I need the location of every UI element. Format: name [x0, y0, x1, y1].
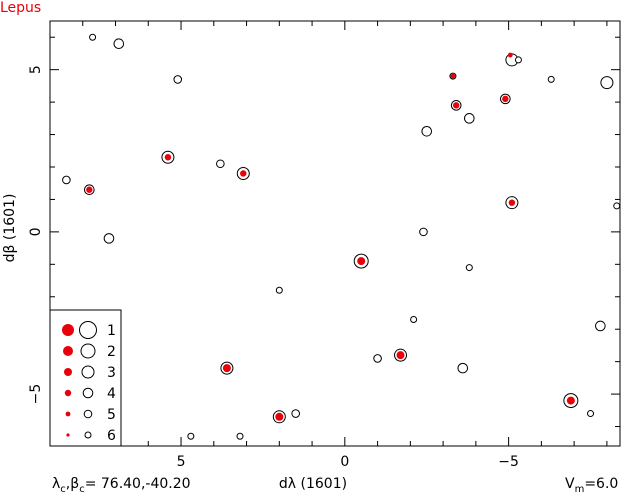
legend-outline-marker — [79, 321, 97, 339]
catalog-star-marker — [600, 76, 614, 90]
filled-star-marker — [502, 95, 509, 103]
center-coordinates-label: λc,βc= 76.40,-40.20 — [52, 476, 191, 495]
y-axis-label: dβ (1601) — [2, 194, 18, 263]
legend-outline-marker — [83, 409, 93, 419]
legend-label: 2 — [107, 344, 116, 360]
filled-star-marker — [396, 351, 405, 360]
catalog-star-marker — [465, 264, 473, 272]
plot-frame — [49, 20, 621, 447]
filled-star-marker — [566, 396, 575, 405]
legend-filled-marker — [64, 389, 72, 397]
legend-label: 5 — [107, 407, 116, 423]
catalog-star-marker — [373, 354, 382, 363]
catalog-star-marker — [421, 126, 433, 137]
legend-filled-marker — [66, 433, 70, 437]
catalog-star-marker — [113, 38, 125, 50]
chart-title: Lepus — [0, 0, 41, 16]
legend-filled-marker — [62, 324, 74, 336]
legend-label: 3 — [107, 365, 116, 381]
catalog-star-marker — [547, 75, 555, 83]
catalog-star-marker — [275, 286, 283, 294]
limiting-magnitude-label: Vm=6.0 — [565, 476, 618, 495]
catalog-star-marker — [464, 113, 475, 124]
y-tick-label: −5 — [28, 384, 44, 405]
catalog-star-marker — [62, 175, 71, 185]
legend-label: 1 — [107, 323, 116, 339]
filled-star-marker — [86, 186, 93, 193]
x-tick-label: 5 — [177, 454, 186, 470]
catalog-star-marker — [419, 227, 428, 237]
star-markers — [62, 33, 621, 440]
legend-outline-marker — [82, 387, 94, 399]
catalog-star-marker — [89, 33, 97, 41]
filled-star-marker — [164, 154, 172, 161]
legend-outline-marker — [84, 431, 92, 439]
x-axis-label: dλ (1601) — [279, 476, 347, 492]
y-tick-label: 5 — [28, 65, 44, 74]
catalog-star-marker — [587, 410, 595, 418]
catalog-star-marker — [291, 409, 300, 418]
axis-tick-labels: 5 0 −5 5 0 −5 — [28, 65, 519, 470]
legend-outline-marker — [81, 365, 95, 379]
legend-filled-marker — [64, 368, 72, 376]
magnitude-legend: 1 2 3 4 5 6 — [49, 309, 122, 447]
catalog-star-marker — [457, 362, 469, 374]
x-tick-label: −5 — [498, 454, 519, 470]
catalog-star-marker — [613, 202, 621, 210]
catalog-star-marker — [103, 233, 115, 244]
filled-star-marker — [507, 52, 513, 58]
legend-outline-marker — [80, 343, 96, 359]
filled-star-marker — [450, 73, 456, 79]
y-tick-label: 0 — [28, 227, 44, 236]
legend-label: 6 — [107, 428, 116, 444]
filled-star-marker — [357, 257, 366, 266]
catalog-star-marker — [187, 432, 195, 440]
catalog-star-marker — [514, 56, 522, 64]
catalog-star-marker — [216, 159, 225, 169]
filled-star-marker — [275, 412, 284, 421]
catalog-star-marker — [236, 432, 244, 440]
legend-filled-marker — [63, 346, 73, 356]
filled-star-marker — [453, 102, 460, 109]
legend-label: 4 — [107, 386, 116, 402]
catalog-star-marker — [173, 75, 183, 84]
filled-star-marker — [222, 364, 231, 373]
catalog-star-marker — [595, 320, 606, 332]
filled-star-marker — [508, 199, 516, 206]
x-tick-label: 0 — [340, 454, 349, 470]
filled-star-marker — [240, 170, 247, 177]
legend-filled-marker — [65, 411, 71, 417]
catalog-star-marker — [410, 315, 418, 323]
axis-ticks — [49, 21, 620, 446]
